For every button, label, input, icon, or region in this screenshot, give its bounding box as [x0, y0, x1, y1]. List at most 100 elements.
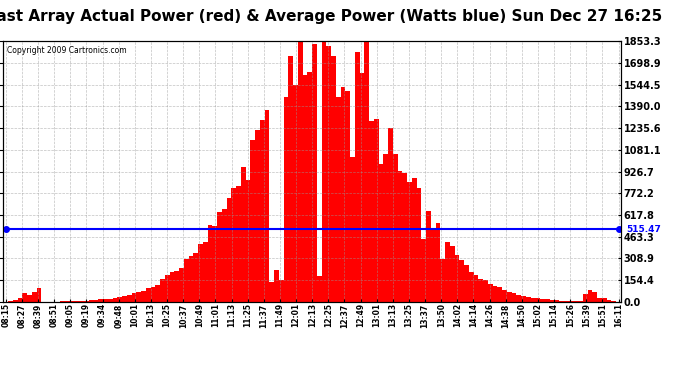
Bar	[293, 85, 298, 302]
Bar	[351, 156, 355, 302]
Bar	[521, 296, 526, 302]
Bar	[155, 285, 160, 302]
Text: Copyright 2009 Cartronics.com: Copyright 2009 Cartronics.com	[6, 46, 126, 56]
Bar	[331, 56, 336, 302]
Bar	[23, 292, 27, 302]
Bar	[213, 226, 217, 302]
Text: 515.47: 515.47	[0, 193, 1, 225]
Bar	[246, 180, 250, 302]
Bar	[270, 282, 274, 302]
Bar	[104, 299, 108, 302]
Bar	[460, 260, 464, 302]
Bar	[112, 298, 117, 302]
Bar	[393, 154, 397, 302]
Bar	[507, 292, 512, 302]
Bar	[236, 186, 241, 302]
Bar	[607, 300, 611, 302]
Bar	[117, 297, 122, 302]
Bar	[388, 128, 393, 302]
Bar	[341, 87, 346, 302]
Text: East Array Actual Power (red) & Average Power (Watts blue) Sun Dec 27 16:25: East Array Actual Power (red) & Average …	[0, 9, 662, 24]
Bar	[497, 287, 502, 302]
Bar	[122, 296, 127, 302]
Bar	[284, 97, 288, 302]
Bar	[32, 292, 37, 302]
Bar	[322, 41, 326, 302]
Bar	[188, 256, 193, 302]
Bar	[573, 301, 578, 302]
Bar	[312, 44, 317, 302]
Bar	[478, 279, 483, 302]
Bar	[255, 130, 260, 302]
Bar	[450, 246, 455, 302]
Bar	[407, 182, 412, 302]
Bar	[422, 239, 426, 302]
Bar	[369, 122, 374, 302]
Bar	[184, 260, 188, 302]
Bar	[217, 212, 222, 302]
Bar	[99, 300, 103, 302]
Bar	[611, 301, 616, 302]
Bar	[483, 279, 488, 302]
Bar	[578, 301, 583, 302]
Bar	[8, 301, 13, 302]
Bar	[146, 288, 150, 302]
Bar	[526, 297, 531, 302]
Bar	[260, 120, 265, 302]
Bar	[94, 300, 99, 302]
Bar	[346, 91, 351, 302]
Bar	[203, 242, 208, 302]
Bar	[540, 299, 545, 302]
Bar	[79, 301, 84, 302]
Bar	[208, 225, 213, 302]
Bar	[417, 188, 422, 302]
Bar	[250, 140, 255, 302]
Bar	[384, 154, 388, 302]
Bar	[317, 276, 322, 302]
Bar	[374, 119, 379, 302]
Bar	[502, 290, 507, 302]
Bar	[455, 255, 460, 302]
Bar	[127, 295, 132, 302]
Bar	[488, 284, 493, 302]
Bar	[27, 295, 32, 302]
Bar	[298, 41, 303, 302]
Bar	[535, 298, 540, 302]
Bar	[231, 188, 236, 302]
Bar	[70, 301, 75, 302]
Bar	[198, 244, 203, 302]
Bar	[545, 299, 550, 302]
Bar	[550, 300, 555, 302]
Bar	[464, 265, 469, 302]
Bar	[564, 301, 569, 302]
Bar	[336, 97, 341, 302]
Bar	[583, 294, 588, 302]
Bar	[37, 288, 41, 302]
Bar	[265, 110, 270, 302]
Bar	[137, 292, 141, 302]
Bar	[559, 301, 564, 302]
Bar	[193, 253, 198, 302]
Bar	[141, 291, 146, 302]
Bar	[493, 285, 497, 302]
Bar	[517, 295, 521, 302]
Bar	[326, 46, 331, 302]
Bar	[412, 178, 417, 302]
Bar	[18, 298, 23, 302]
Bar	[108, 298, 112, 302]
Bar	[588, 290, 593, 302]
Bar	[179, 268, 184, 302]
Bar	[75, 301, 79, 302]
Bar	[397, 171, 402, 302]
Bar	[150, 287, 155, 302]
Bar	[308, 72, 312, 302]
Bar	[222, 209, 227, 302]
Bar	[274, 270, 279, 302]
Bar	[474, 275, 478, 302]
Bar	[227, 198, 231, 302]
Bar	[13, 300, 18, 302]
Bar	[170, 272, 175, 302]
Bar	[512, 293, 517, 302]
Bar	[84, 301, 89, 302]
Bar	[89, 300, 94, 302]
